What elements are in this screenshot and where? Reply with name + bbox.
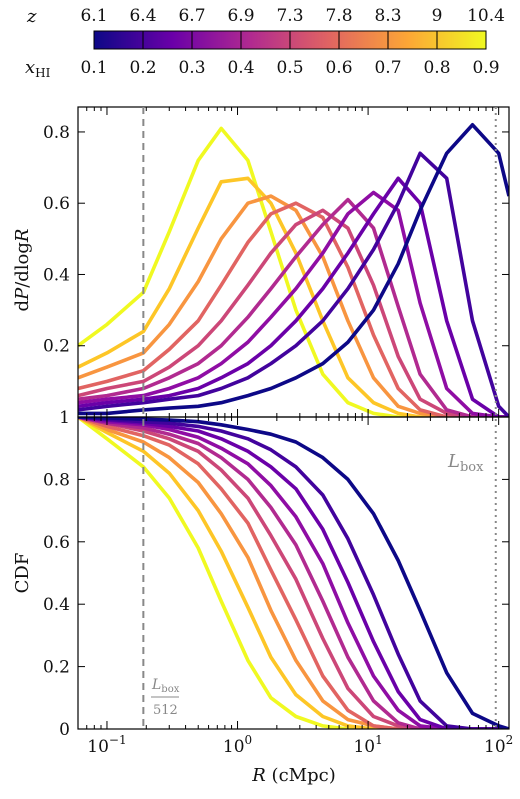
top-series-line-1 [78, 176, 509, 417]
bottom-series-line-0 [78, 417, 509, 729]
colorbar-z-tick-label: 6.9 [227, 6, 254, 26]
colorbar-xhi-tick-label: 0.1 [80, 58, 107, 78]
bottom-y-axis-label: CDF [12, 553, 33, 594]
bottom-y-tick-label: 0 [59, 720, 70, 740]
lbox512-denominator: 512 [153, 703, 178, 718]
bottom-panel-frame [77, 416, 510, 730]
bottom-series-line-4 [78, 417, 509, 729]
top-y-tick-label: 0.2 [43, 337, 70, 357]
bottom-y-tick-label: 1 [59, 408, 70, 428]
colorbar-xhi-tick-label: 0.5 [276, 58, 303, 78]
bottom-series-line-1 [78, 417, 509, 729]
bottom-series-lines [78, 417, 509, 729]
bottom-series-line-9 [78, 417, 509, 729]
lbox-over-512-annotation: Lbox 512 [151, 677, 180, 718]
bottom-y-tick-label: 0.6 [43, 533, 70, 553]
bottom-x-tick-label: 101 [353, 733, 382, 757]
colorbar-z-tick-label: 10.4 [467, 6, 505, 26]
reference-lines [142, 107, 497, 729]
colorbar-xhi-tick-label: 0.9 [472, 58, 499, 78]
top-series-lines [78, 123, 509, 417]
bottom-series-line-6 [78, 417, 509, 729]
colorbar-z-tick-label: 9 [432, 6, 443, 26]
bottom-series-line-2 [78, 417, 509, 729]
bottom-series-line-3 [78, 417, 509, 729]
top-series-line-7 [78, 176, 509, 417]
bottom-y-tick-label: 0.4 [43, 595, 70, 615]
top-series-line-2 [78, 194, 509, 417]
top-y-tick-label: 0.4 [43, 265, 70, 285]
colorbar-z-tick-label: 7.8 [325, 6, 352, 26]
top-series-line-9 [78, 123, 509, 416]
x-axis-label: R (cMpc) [251, 765, 335, 786]
top-series-line-8 [78, 151, 509, 417]
bottom-x-tick-label: 102 [484, 733, 513, 757]
bottom-y-tick-label: 0.8 [43, 470, 70, 490]
top-series-line-0 [78, 126, 509, 417]
colorbar-xhi-tick-label: 0.2 [129, 58, 156, 78]
bottom-x-tick-label: 10−1 [87, 733, 126, 757]
top-x-ticks [77, 107, 500, 417]
bottom-y-tick-label: 0.2 [43, 658, 70, 678]
top-series-line-5 [78, 197, 509, 417]
colorbar-z-tick-label: 8.3 [374, 6, 401, 26]
colorbar-xhi-tick-label: 0.3 [178, 58, 205, 78]
bottom-y-ticks: 0 0.2 0.4 0.6 0.8 1 [43, 408, 509, 740]
colorbar: z 6.1 6.4 6.7 6.9 7.3 7.8 8.3 9 10.4 xHI 0.1 0.2 0… [25, 6, 505, 80]
colorbar-z-label: z [26, 6, 37, 27]
bottom-x-ticks: 10−1 100 101 102 [77, 417, 513, 757]
colorbar-xhi-tick-label: 0.8 [423, 58, 450, 78]
colorbar-xhi-label: xHI [25, 57, 51, 80]
top-y-tick-label: 0.6 [43, 194, 70, 214]
colorbar-dividers [142, 31, 438, 49]
lbox-annotation: Lbox [447, 451, 484, 475]
colorbar-z-tick-label: 6.4 [129, 6, 156, 26]
colorbar-xhi-tick-label: 0.7 [374, 58, 401, 78]
colorbar-xhi-ticks: 0.1 0.2 0.3 0.4 0.5 0.6 0.7 0.8 0.9 [80, 58, 499, 78]
top-series-line-3 [78, 201, 509, 417]
colorbar-z-tick-label: 6.1 [80, 6, 107, 26]
colorbar-xhi-tick-label: 0.4 [227, 58, 254, 78]
bottom-series-line-8 [78, 417, 509, 729]
top-series-line-6 [78, 190, 509, 417]
bottom-panel: 0 0.2 0.4 0.6 0.8 1 10−1 100 101 102 CDF R (cMpc… [12, 408, 513, 786]
bottom-series-line-5 [78, 417, 509, 729]
lbox512-numerator: Lbox [151, 677, 180, 695]
colorbar-xhi-tick-label: 0.6 [325, 58, 352, 78]
bottom-x-tick-label: 100 [223, 733, 252, 757]
bottom-series-line-7 [78, 417, 509, 729]
top-y-ticks: 0.2 0.4 0.6 0.8 [43, 123, 509, 357]
colorbar-z-tick-label: 6.7 [178, 6, 205, 26]
top-panel: 0.2 0.4 0.6 0.8 dP/dlogR [12, 106, 510, 418]
top-series-line-4 [78, 208, 509, 417]
top-y-axis-label: dP/dlogR [12, 229, 33, 312]
colorbar-z-tick-label: 7.3 [276, 6, 303, 26]
top-y-tick-label: 0.8 [43, 123, 70, 143]
colorbar-z-ticks: 6.1 6.4 6.7 6.9 7.3 7.8 8.3 9 10.4 [80, 6, 504, 26]
